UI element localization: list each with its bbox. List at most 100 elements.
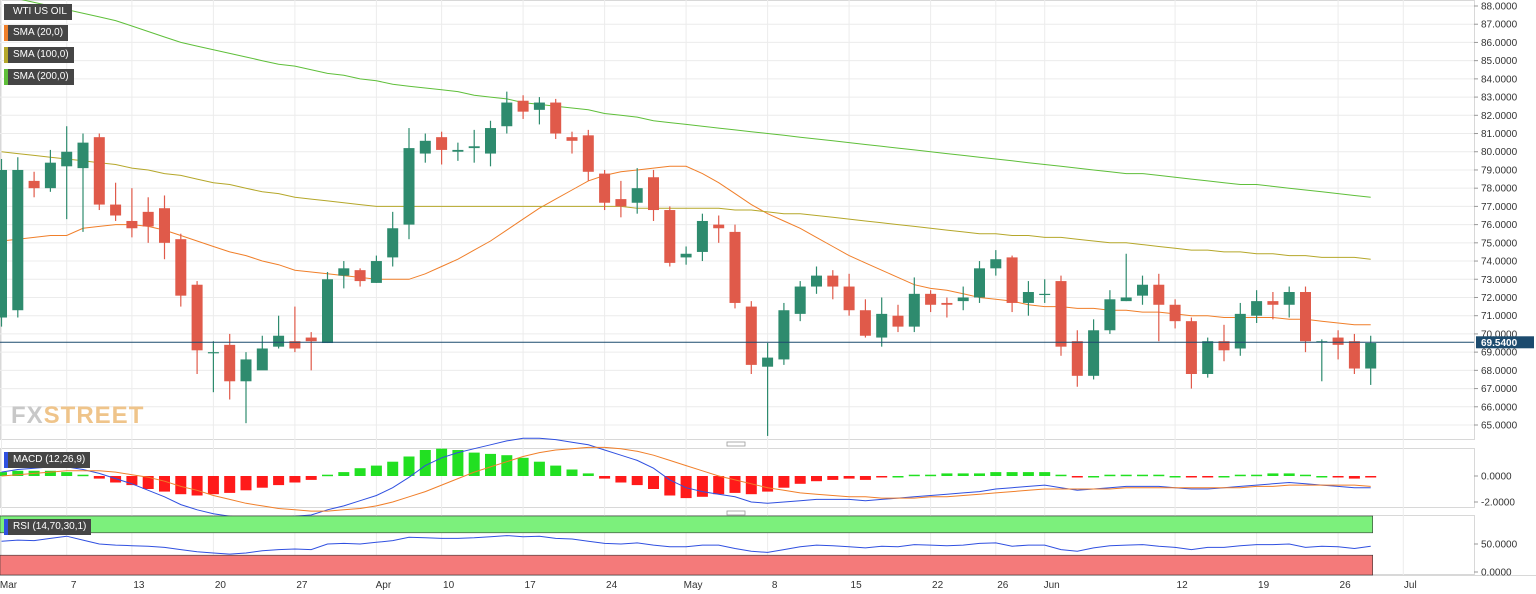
macd-histogram-bar <box>811 476 822 482</box>
macd-histogram-bar <box>1169 476 1181 478</box>
x-tick-label: 26 <box>1340 580 1352 591</box>
price-panel-frame <box>0 0 1475 440</box>
candle-bullish <box>778 310 790 360</box>
macd-histogram-bar <box>566 469 578 476</box>
macd-histogram-bar <box>680 476 692 499</box>
macd-histogram-bar <box>159 476 170 492</box>
price-tick-label: 71.0000 <box>1481 311 1518 322</box>
legend-macd[interactable]: MACD (12,26,9) <box>4 452 91 468</box>
candle-bullish <box>908 293 920 327</box>
macd-histogram-bar <box>827 476 839 480</box>
macd-histogram-bar <box>1039 472 1051 476</box>
macd-histogram-bar <box>387 461 399 476</box>
macd-histogram-bar <box>876 476 888 478</box>
candle-bearish <box>289 341 301 349</box>
macd-histogram-bar <box>615 476 627 483</box>
candle-bearish <box>615 199 627 207</box>
candle-bearish <box>436 137 448 150</box>
macd-histogram-bar <box>1022 472 1034 476</box>
candle-bearish <box>305 337 317 342</box>
macd-histogram-bar <box>941 473 953 476</box>
rsi-tick-label: 50.0000 <box>1481 540 1518 551</box>
macd-histogram-bar <box>908 474 920 477</box>
macd-histogram-bar <box>1300 474 1311 477</box>
candle-bullish <box>12 169 24 311</box>
price-tick-label: 82.0000 <box>1481 111 1518 122</box>
x-tick-label: 17 <box>525 580 537 591</box>
macd-histogram-bar <box>1185 476 1197 478</box>
macd-histogram-bar <box>1202 476 1214 478</box>
candle-bullish <box>1039 293 1051 296</box>
price-tick-label: 80.0000 <box>1481 147 1518 158</box>
macd-histogram-bar <box>1120 474 1132 477</box>
x-tick-label: May <box>684 580 703 591</box>
legend-rsi[interactable]: RSI (14,70,30,1) <box>4 519 92 535</box>
macd-histogram-bar <box>273 476 285 486</box>
candle-bullish <box>811 275 822 287</box>
candle-bearish <box>566 137 578 141</box>
price-tick-label: 65.0000 <box>1481 421 1518 432</box>
legend-sma-200[interactable]: SMA (200,0) <box>4 69 74 85</box>
candle-bullish <box>322 279 333 344</box>
candle-bullish <box>44 162 56 189</box>
price-tick-label: 74.0000 <box>1481 257 1518 268</box>
macd-histogram-bar <box>1365 476 1377 478</box>
sma-100-line <box>1 151 1371 260</box>
candle-bullish <box>1022 292 1034 303</box>
macd-histogram-bar <box>1251 474 1263 477</box>
sma-20-line <box>1 165 1371 326</box>
candle-bullish <box>485 128 496 154</box>
macd-histogram-bar <box>501 455 513 476</box>
legend-sma-20[interactable]: SMA (20,0) <box>4 25 69 41</box>
price-tick-label: 75.0000 <box>1481 238 1518 249</box>
macd-histogram-bar <box>648 476 659 489</box>
legend-sma-100[interactable]: SMA (100,0) <box>4 47 74 63</box>
candle-bullish <box>990 259 1002 269</box>
candle-bearish <box>599 173 611 203</box>
macd-histogram-bar <box>1104 474 1116 477</box>
candle-bullish <box>1104 299 1116 331</box>
x-tick-label: 15 <box>851 580 863 591</box>
candle-bullish <box>240 359 252 382</box>
price-tick-label: 83.0000 <box>1481 93 1518 104</box>
candle-bullish <box>1283 292 1295 305</box>
macd-signal-line <box>1 446 1371 512</box>
macd-histogram-bar <box>305 476 317 480</box>
candle-bullish <box>1234 313 1246 349</box>
logo-street: STREET <box>43 402 145 429</box>
macd-histogram-bar <box>1055 474 1067 477</box>
macd-histogram-bar <box>142 476 154 489</box>
rsi-oversold-zone <box>0 554 1373 576</box>
price-tick-label: 77.0000 <box>1481 202 1518 213</box>
macd-histogram-bar <box>892 476 904 478</box>
candle-bearish <box>126 220 138 229</box>
macd-histogram-bar <box>191 476 203 496</box>
rsi-tick-label: 0.0000 <box>1481 568 1512 579</box>
macd-histogram-bar <box>403 456 415 476</box>
price-tick-label: 85.0000 <box>1481 56 1518 67</box>
price-tick-label: 84.0000 <box>1481 74 1518 85</box>
candle-bearish <box>159 208 170 243</box>
candle-bullish <box>957 297 969 302</box>
macd-histogram-bar <box>224 476 236 493</box>
rsi-line <box>1 535 1371 555</box>
macd-histogram-bar <box>778 476 790 488</box>
candle-bullish <box>1251 301 1263 316</box>
candle-bearish <box>582 135 594 172</box>
macd-histogram-bar <box>1332 476 1344 478</box>
macd-histogram-bar <box>990 472 1002 476</box>
candle-bearish <box>827 275 839 287</box>
macd-histogram-bar <box>370 465 382 476</box>
candle-bullish <box>77 142 89 169</box>
macd-histogram-bar <box>794 476 806 484</box>
macd-histogram-bar <box>550 465 562 476</box>
macd-histogram-bar <box>12 470 24 476</box>
macd-histogram-bar <box>0 472 7 476</box>
x-tick-label: Apr <box>376 580 392 591</box>
x-tick-label: 12 <box>1177 580 1189 591</box>
legend-wti-us-oil[interactable]: WTI US OIL <box>4 4 72 20</box>
macd-histogram-bar <box>240 476 252 491</box>
macd-histogram-bar <box>1218 476 1230 478</box>
macd-histogram-bar <box>517 457 529 476</box>
macd-histogram-bar <box>533 461 545 476</box>
